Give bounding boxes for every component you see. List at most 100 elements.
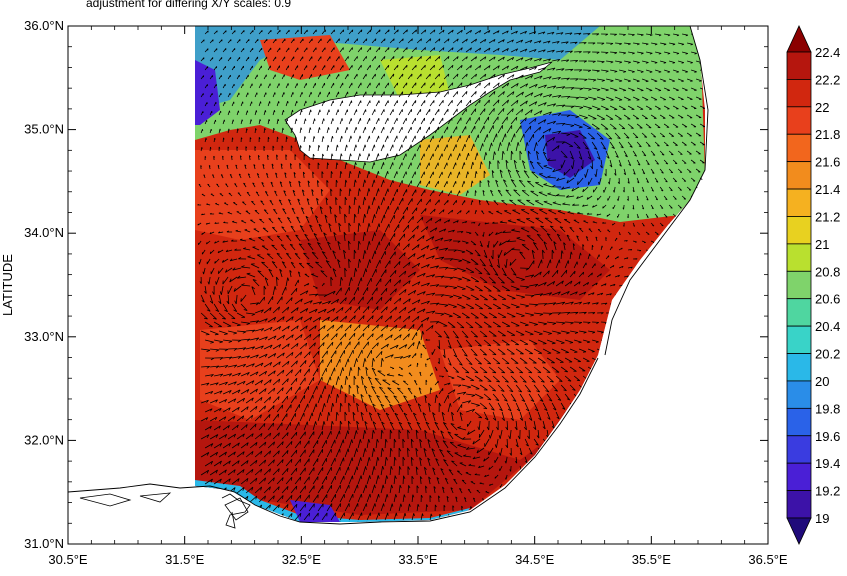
current-arrow (623, 168, 627, 176)
current-arrow (210, 193, 215, 197)
current-arrow (596, 114, 606, 120)
current-arrow (496, 420, 499, 431)
x-tick-label: 34.5°E (515, 552, 555, 567)
current-arrow (258, 353, 268, 359)
current-arrow (472, 497, 476, 503)
current-arrow (257, 270, 265, 278)
current-arrow (312, 494, 319, 503)
current-arrow (561, 132, 571, 137)
current-arrow (486, 240, 490, 248)
current-arrow (443, 73, 450, 80)
current-arrow (628, 266, 633, 269)
current-arrow (596, 150, 601, 160)
current-arrow (299, 449, 306, 458)
current-arrow (236, 397, 246, 404)
current-arrow (393, 206, 399, 215)
current-arrow (362, 38, 368, 44)
current-arrow (464, 497, 467, 503)
current-arrow (280, 163, 283, 170)
current-arrow (552, 77, 561, 80)
current-arrow (294, 47, 299, 53)
current-arrow (511, 228, 521, 233)
current-arrow (418, 387, 422, 395)
current-arrow (533, 126, 542, 134)
current-arrow (526, 199, 535, 206)
current-arrow (523, 170, 530, 179)
current-arrow (321, 494, 328, 503)
current-arrow (302, 171, 306, 179)
current-arrow (456, 135, 461, 143)
current-arrow (249, 354, 259, 359)
current-arrow (547, 31, 555, 35)
current-arrow (366, 315, 374, 323)
current-arrow (240, 101, 244, 107)
current-arrow (368, 412, 373, 422)
colorbar-label: 20.4 (815, 319, 840, 334)
current-arrow (303, 136, 307, 143)
current-arrow (231, 303, 238, 313)
current-arrow (613, 186, 616, 193)
current-arrow (659, 60, 667, 64)
current-arrow (520, 267, 530, 271)
current-arrow (294, 316, 303, 323)
current-arrow (339, 384, 344, 395)
current-arrow (491, 170, 495, 179)
current-arrow (510, 133, 516, 143)
current-arrow (425, 217, 433, 224)
current-arrow (258, 477, 267, 485)
current-arrow (371, 250, 377, 260)
current-arrow (538, 321, 548, 326)
current-arrow (493, 200, 499, 206)
current-arrow (420, 117, 425, 125)
y-tick-label: 31.0°N (24, 536, 64, 551)
current-arrow (335, 197, 338, 206)
current-arrow (556, 32, 564, 35)
current-arrow (443, 382, 451, 386)
current-arrow (330, 188, 333, 197)
current-arrow (681, 195, 687, 200)
current-arrow (294, 512, 302, 521)
current-arrow (205, 222, 211, 225)
current-arrow (533, 142, 538, 152)
current-arrow (218, 57, 223, 62)
current-arrow (425, 324, 434, 332)
current-arrow (488, 483, 494, 486)
current-arrow (375, 438, 379, 449)
current-arrow (339, 64, 344, 71)
current-arrow (447, 229, 455, 233)
current-arrow (246, 312, 256, 316)
colorbar-label: 22.4 (815, 45, 840, 60)
current-arrow (542, 128, 552, 134)
current-arrow (555, 259, 561, 269)
current-arrow (389, 466, 393, 476)
current-arrow (321, 385, 327, 395)
current-arrow (285, 297, 293, 305)
current-arrow (366, 170, 371, 179)
current-arrow (348, 29, 354, 35)
current-arrow (317, 431, 323, 440)
current-arrow (551, 269, 559, 278)
current-arrow (299, 74, 303, 80)
current-arrow (362, 448, 367, 458)
current-arrow (276, 316, 285, 323)
current-arrow (524, 92, 534, 98)
current-arrow (501, 116, 508, 125)
current-arrow (372, 403, 377, 413)
current-arrow (461, 348, 468, 357)
current-arrow (560, 150, 568, 158)
current-arrow (565, 194, 575, 198)
current-arrow (434, 366, 438, 371)
current-arrow (668, 132, 675, 137)
current-arrow (564, 339, 574, 344)
current-arrow (348, 349, 354, 359)
current-arrow (587, 132, 596, 140)
current-arrow (227, 56, 232, 62)
current-arrow (335, 411, 339, 422)
current-arrow (362, 109, 367, 116)
current-arrow (353, 305, 361, 314)
current-arrow (503, 249, 512, 256)
current-arrow (636, 195, 639, 201)
current-arrow (398, 126, 403, 134)
current-arrow (308, 449, 315, 458)
current-arrow (474, 209, 477, 215)
